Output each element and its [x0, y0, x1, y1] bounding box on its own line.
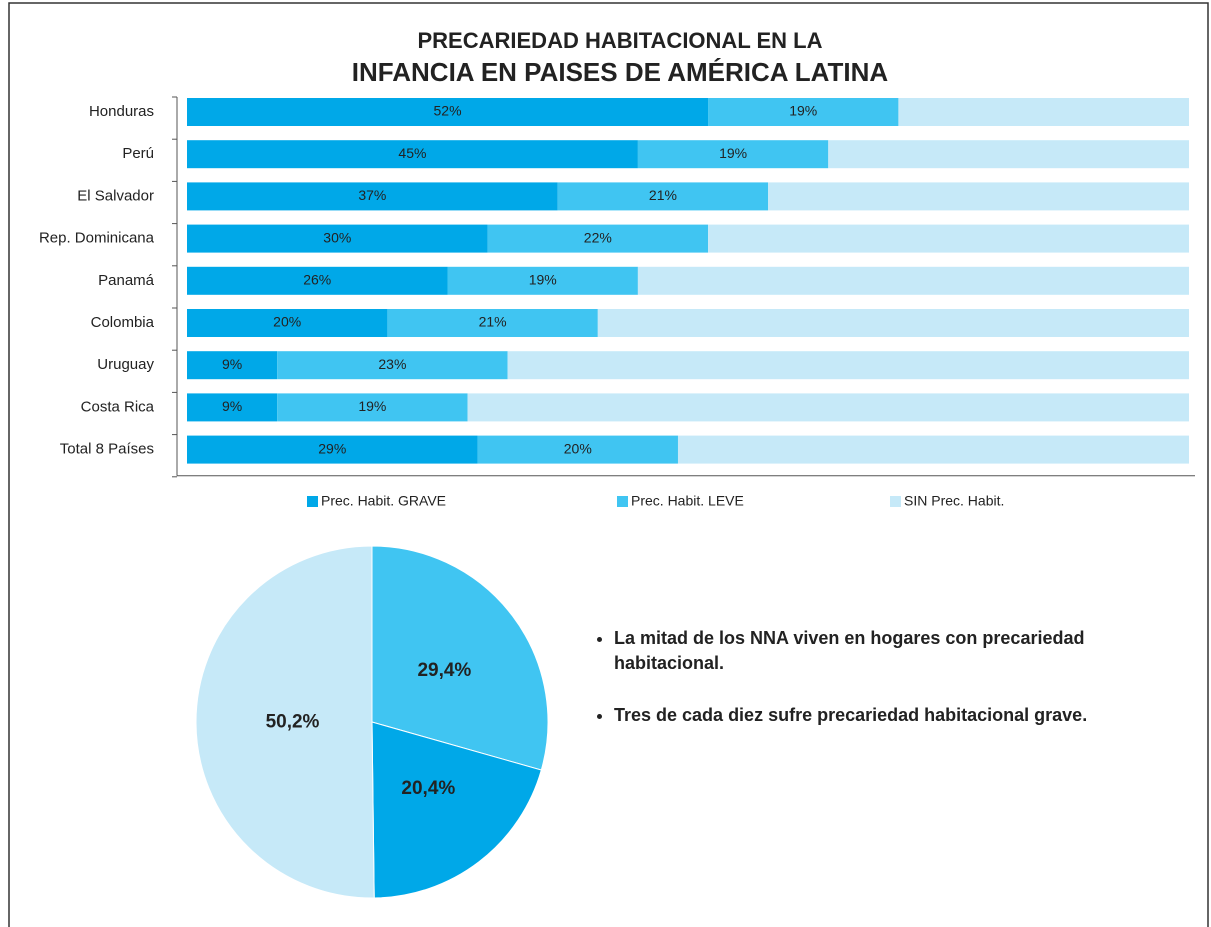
bar-segment: [557, 182, 769, 211]
bar-segment: [187, 393, 278, 422]
bar-segment: [637, 266, 1189, 295]
bar-segment: [187, 309, 388, 337]
bar-segment: [277, 351, 508, 380]
bar-segment: [187, 182, 558, 211]
frame: [8, 2, 1209, 927]
pie-slice: [195, 545, 375, 899]
bar-segment: [187, 224, 488, 253]
value-label: 30%: [323, 229, 351, 245]
bar-segment: [487, 224, 709, 253]
value-label: 19%: [719, 145, 747, 161]
bar-segment: [898, 98, 1189, 126]
category-label: Uruguay: [97, 356, 154, 373]
value-label: 20%: [273, 314, 301, 330]
category-label: El Salvador: [77, 187, 154, 204]
bar-segment: [828, 140, 1189, 169]
slice-label: 20,4%: [401, 778, 455, 799]
category-label: Rep. Dominicana: [39, 230, 155, 247]
note: Tres de cada diez sufre precariedad habi…: [614, 703, 1144, 728]
legend-swatch: [617, 496, 628, 507]
category-label: Colombia: [91, 314, 155, 331]
value-label: 26%: [303, 272, 331, 288]
bar-segment: [187, 435, 478, 464]
value-label: 9%: [222, 356, 242, 372]
value-label: 20%: [564, 440, 592, 456]
value-label: 21%: [649, 187, 677, 203]
bar-segment: [708, 98, 899, 126]
bar-segment: [187, 140, 638, 169]
value-label: 29%: [318, 440, 346, 456]
bar-segment: [387, 309, 598, 337]
value-label: 19%: [529, 272, 557, 288]
chart-title: INFANCIA EN PAISES DE AMÉRICA LATINA: [352, 57, 889, 87]
value-label: 23%: [378, 356, 406, 372]
value-label: 22%: [584, 229, 612, 245]
pie-slice: [371, 545, 549, 771]
notes: La mitad de los NNA viven en hogares con…: [596, 626, 1144, 755]
value-label: 45%: [398, 145, 426, 161]
value-label: 52%: [434, 103, 462, 119]
bar-segment: [477, 435, 678, 464]
value-label: 21%: [479, 314, 507, 330]
value-label: 9%: [222, 398, 242, 414]
value-label: 19%: [789, 103, 817, 119]
category-label: Panamá: [98, 272, 155, 289]
bar-segment: [708, 224, 1189, 253]
slice-label: 29,4%: [417, 660, 471, 681]
bar-segment: [677, 435, 1189, 464]
bar-segment: [187, 98, 709, 126]
pie-slice: [371, 721, 542, 899]
bar-segment: [637, 140, 829, 169]
legend-swatch: [890, 496, 901, 507]
bar-segment: [597, 309, 1189, 337]
bar-segment: [277, 393, 468, 422]
bar-segment: [768, 182, 1189, 211]
note: La mitad de los NNA viven en hogares con…: [614, 626, 1144, 676]
legend-label: Prec. Habit. GRAVE: [321, 493, 446, 509]
slice-label: 50,2%: [266, 712, 320, 733]
chart-title: PRECARIEDAD HABITACIONAL EN LA: [418, 28, 823, 53]
bar-segment: [467, 393, 1189, 422]
value-label: 19%: [358, 398, 386, 414]
bar-segment: [187, 266, 448, 295]
category-label: Costa Rica: [81, 398, 155, 415]
bar-segment: [507, 351, 1189, 380]
category-label: Perú: [122, 145, 154, 162]
legend-label: Prec. Habit. LEVE: [631, 493, 744, 509]
legend-label: SIN Prec. Habit.: [904, 493, 1004, 509]
value-label: 37%: [358, 187, 386, 203]
bar-segment: [187, 351, 278, 380]
legend-swatch: [307, 496, 318, 507]
category-label: Honduras: [89, 103, 154, 120]
bar-segment: [447, 266, 638, 295]
category-label: Total 8 Países: [60, 441, 154, 458]
